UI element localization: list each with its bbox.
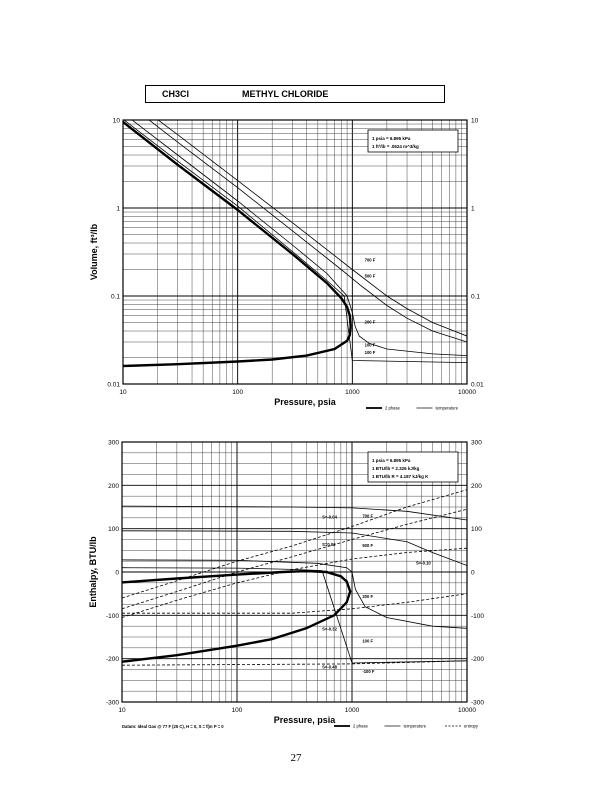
chart1-y-tick-label-right: 10 bbox=[471, 118, 479, 125]
chart-title-box: CH3Cl METHYL CHLORIDE bbox=[145, 85, 445, 103]
chart2-series-500-f bbox=[122, 530, 467, 566]
chart1-x-tick-label: 100 bbox=[232, 389, 243, 396]
chart2-unit-legend-box bbox=[367, 451, 459, 483]
chart1-y-axis-label: Volume, ft³/lb bbox=[89, 223, 99, 280]
chart1-series-100-f bbox=[123, 120, 467, 363]
chart2-y-tick-label-right: 300 bbox=[471, 440, 482, 447]
chart2-y-tick-label-right: 200 bbox=[471, 483, 482, 490]
chemical-formula: CH3Cl bbox=[162, 89, 190, 99]
chart2-x-axis-label: Pressure, psia bbox=[274, 715, 337, 725]
chart2-x-tick-label: 1000 bbox=[345, 707, 360, 714]
chart2-curve-label: 700 F bbox=[362, 514, 373, 519]
chart1-series-200-f bbox=[131, 120, 467, 356]
chart2-curve-label: S=0.02 bbox=[322, 542, 336, 547]
chart2-y-tick-label-right: -100 bbox=[471, 613, 484, 620]
chart1-y-tick-label: 10 bbox=[113, 118, 121, 125]
chart2-y-tick-label: 0 bbox=[115, 570, 119, 577]
chart2-key-label: entropy bbox=[464, 724, 479, 729]
chart1-curve-label: 100 F bbox=[365, 343, 376, 348]
chart2-y-tick-label: -100 bbox=[106, 613, 119, 620]
chart2-footnote: Datum: Ideal Gas @ 77 F (25 C), H = 0, S… bbox=[122, 724, 224, 729]
chart1-series-500-f bbox=[148, 120, 467, 343]
chart1-y-tick-label: 1 bbox=[116, 206, 120, 213]
chart2-series-100-f bbox=[122, 567, 467, 664]
chart1-unit-legend-line: 1 ft³/lb = .0624 m^3/kg bbox=[372, 144, 419, 149]
chart2-series-s-0-48 bbox=[122, 660, 467, 666]
chart2-y-axis-label: Enthalpy, BTU/lb bbox=[88, 536, 98, 608]
chart2-y-tick-label-right: -300 bbox=[471, 700, 484, 707]
chart1-series-700-f bbox=[157, 120, 467, 337]
chart2-curve-label: S=-0.48 bbox=[322, 664, 337, 669]
chart2-y-tick-label-right: 0 bbox=[471, 570, 475, 577]
chart1-y-tick-label-right: 0.1 bbox=[471, 294, 480, 301]
chart2-y-tick-label-right: 100 bbox=[471, 526, 482, 533]
chart1-curve-label: 700 F bbox=[365, 257, 376, 262]
chart2-x-tick-label: 10 bbox=[118, 707, 126, 714]
chart2-y-tick-label: -200 bbox=[106, 656, 119, 663]
chart2-series-2-phase bbox=[122, 569, 352, 663]
chart2-unit-legend-line: 1 BTU/lb R = 4.187 kJ/kg K bbox=[372, 474, 429, 479]
chart1-x-tick-label: 1000 bbox=[345, 389, 360, 396]
chart2-key-label: temperature bbox=[404, 724, 427, 729]
chart2-plot-frame bbox=[121, 441, 468, 703]
chart1-curve-label: 200 F bbox=[365, 320, 376, 325]
chart1-key-label: 2 phase bbox=[385, 406, 401, 411]
chart2-curve-label: 100 F bbox=[362, 638, 373, 643]
chart1-unit-legend-box bbox=[367, 129, 459, 153]
chart2-y-tick-label: 300 bbox=[108, 440, 119, 447]
chart2-key-label: 2 phase bbox=[353, 724, 369, 729]
chart2-series-200-f bbox=[122, 559, 467, 629]
chart2-curve-label: S=-0.32 bbox=[322, 626, 337, 631]
chart1-unit-legend-line: 1 psia = 6.895 kPa bbox=[372, 136, 411, 141]
chart2-y-tick-label: 200 bbox=[108, 483, 119, 490]
chart2-series-s-0-10 bbox=[122, 547, 467, 618]
chart1-y-tick-label-right: 1 bbox=[471, 206, 475, 213]
chart2-curve-label: 200 F bbox=[362, 594, 373, 599]
chart1-key-label: temperature bbox=[436, 406, 459, 411]
chart1-x-tick-label: 10 bbox=[119, 389, 127, 396]
chart2-curve-label: -100 F bbox=[362, 669, 375, 674]
chart2-curve-label: S=-0.04 bbox=[322, 515, 337, 520]
chart2-y-tick-label: 100 bbox=[108, 526, 119, 533]
chart2-series-s-0-32 bbox=[122, 593, 467, 614]
chart2-x-tick-label: 10000 bbox=[458, 707, 476, 714]
chart2-series-s-0-04 bbox=[122, 489, 467, 599]
chart2-unit-legend-line: 1 psia = 6.895 kPa bbox=[372, 458, 411, 463]
chart2-series-s-0-02 bbox=[122, 508, 467, 610]
chart1-y-tick-label-right: 0.01 bbox=[471, 382, 484, 389]
chart2-curve-label: S=-0.10 bbox=[416, 560, 431, 565]
chart2-curve-label: 500 F bbox=[362, 543, 373, 548]
chart1-x-tick-label: 10000 bbox=[458, 389, 476, 396]
chart1-y-tick-label: 0.01 bbox=[107, 382, 120, 389]
chart1-curve-label: 500 F bbox=[365, 274, 376, 279]
chart2-series-700-f bbox=[122, 505, 467, 521]
chart1-curve-label: 100 F bbox=[365, 350, 376, 355]
chart1-x-axis-label: Pressure, psia bbox=[274, 397, 337, 407]
chart2-unit-legend-line: 1 BTU/lb = 2.326 kJ/kg bbox=[372, 466, 420, 471]
chart2-y-tick-label: -300 bbox=[106, 700, 119, 707]
chart2-x-tick-label: 100 bbox=[232, 707, 243, 714]
chart1-y-tick-label: 0.1 bbox=[111, 294, 120, 301]
page-number: 27 bbox=[290, 752, 302, 764]
chart1-series-2-phase bbox=[123, 121, 352, 368]
chart1-plot-frame bbox=[122, 119, 468, 385]
chemical-name: METHYL CHLORIDE bbox=[242, 89, 329, 99]
chart2-y-tick-label-right: -200 bbox=[471, 656, 484, 663]
